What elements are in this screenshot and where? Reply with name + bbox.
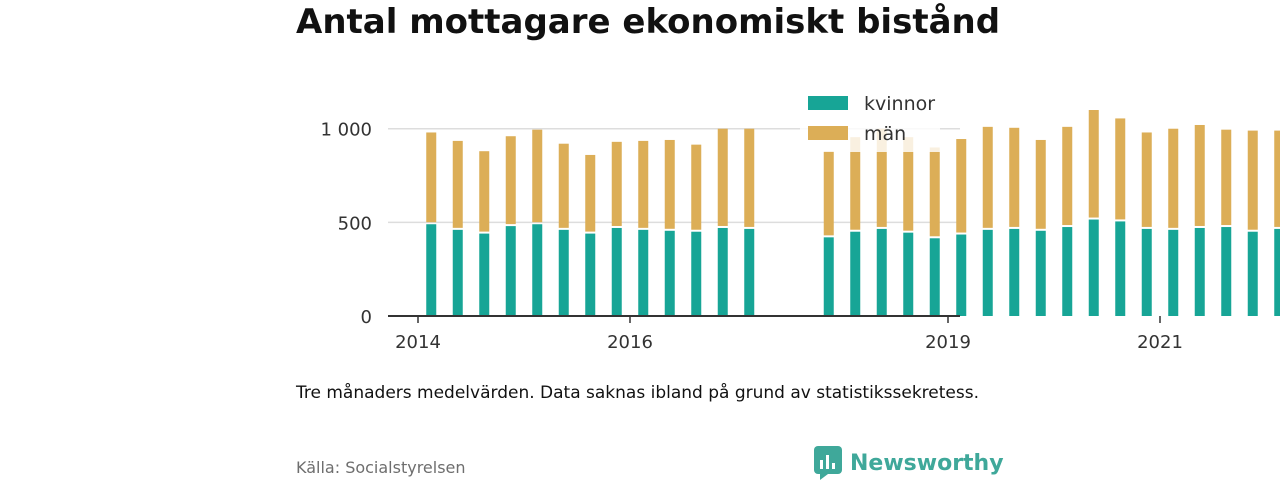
chart-title: Antal mottagare ekonomiskt bistånd	[296, 2, 1001, 42]
bar-kvinnor	[1221, 227, 1232, 316]
bar-man	[1221, 129, 1232, 226]
bar-man	[1141, 132, 1152, 227]
bar-man	[1247, 130, 1258, 230]
bar-kvinnor	[982, 229, 993, 316]
bar-kvinnor	[558, 229, 569, 316]
x-tick-label: 2014	[395, 332, 441, 353]
bar-man	[1088, 110, 1099, 218]
bar-kvinnor	[717, 227, 728, 316]
bar-man	[638, 140, 649, 228]
y-tick-label: 1 000	[320, 120, 372, 141]
legend-swatch	[808, 96, 848, 110]
bar-man	[1009, 127, 1020, 227]
bar-kvinnor	[956, 234, 967, 316]
source-credit: Källa: Socialstyrelsen	[296, 458, 466, 477]
bar-kvinnor	[1194, 227, 1205, 316]
bar-man	[850, 137, 861, 230]
bar-kvinnor	[1035, 230, 1046, 316]
bar-kvinnor	[929, 238, 940, 316]
y-axis-ticks: 0 500 1 000	[320, 120, 372, 328]
bar-kvinnor	[452, 229, 463, 316]
bar-man	[1194, 124, 1205, 226]
x-axis: 20142016201920212023	[388, 315, 1183, 353]
brand-logo: Newsworthy	[814, 446, 1004, 480]
brand-name: Newsworthy	[850, 450, 1004, 476]
bar-kvinnor	[585, 233, 596, 316]
bar-kvinnor	[1009, 228, 1020, 316]
bar-man	[1115, 118, 1126, 220]
bar-man	[903, 137, 914, 231]
bar-man	[585, 154, 596, 232]
bar-man	[1062, 126, 1073, 226]
bar-kvinnor	[479, 233, 490, 316]
bar-man	[1274, 130, 1280, 227]
bar-kvinnor	[876, 228, 887, 316]
bar-man	[982, 126, 993, 228]
bar-man	[876, 128, 887, 227]
bar-kvinnor	[426, 224, 437, 316]
x-tick-label: 2019	[925, 332, 971, 353]
bar-kvinnor	[1168, 229, 1179, 316]
bar-man	[956, 139, 967, 233]
bar-man	[611, 141, 622, 226]
bar-man	[558, 143, 569, 228]
y-tick-label: 0	[361, 307, 372, 328]
bar-man	[691, 144, 702, 230]
bar-kvinnor	[823, 237, 834, 316]
bar-kvinnor	[903, 232, 914, 316]
newsworthy-logo-icon	[814, 446, 842, 480]
bar-kvinnor	[1062, 227, 1073, 316]
legend-label: män	[864, 123, 906, 145]
bar-kvinnor	[1274, 228, 1280, 316]
bar-kvinnor	[1115, 221, 1126, 316]
bar-man	[1168, 128, 1179, 228]
bar-kvinnor	[691, 231, 702, 316]
bar-man	[929, 147, 940, 237]
bar-kvinnor	[1141, 228, 1152, 316]
x-tick-label: 2021	[1137, 332, 1183, 353]
bar-kvinnor	[850, 231, 861, 316]
legend-label: kvinnor	[864, 93, 935, 115]
bar-man	[479, 151, 490, 232]
y-tick-label: 500	[338, 213, 372, 234]
bar-kvinnor	[638, 229, 649, 316]
bars	[426, 110, 1280, 316]
bar-man	[717, 128, 728, 226]
bar-man	[823, 151, 834, 236]
x-tick-label: 2016	[607, 332, 653, 353]
footnote: Tre månaders medelvärden. Data saknas ib…	[296, 383, 979, 403]
bar-man	[426, 132, 437, 223]
bar-kvinnor	[1247, 231, 1258, 316]
bar-man	[664, 139, 675, 229]
bar-man	[452, 140, 463, 228]
bar-man	[744, 128, 755, 227]
legend: kvinnor män	[800, 88, 940, 152]
bar-kvinnor	[1088, 219, 1099, 316]
bar-kvinnor	[532, 224, 543, 316]
bar-man	[532, 129, 543, 223]
legend-swatch	[808, 126, 848, 140]
bar-man	[505, 136, 516, 225]
bar-kvinnor	[505, 226, 516, 316]
bar-kvinnor	[744, 228, 755, 316]
bar-man	[1035, 139, 1046, 229]
bar-kvinnor	[611, 227, 622, 316]
bar-kvinnor	[664, 230, 675, 316]
